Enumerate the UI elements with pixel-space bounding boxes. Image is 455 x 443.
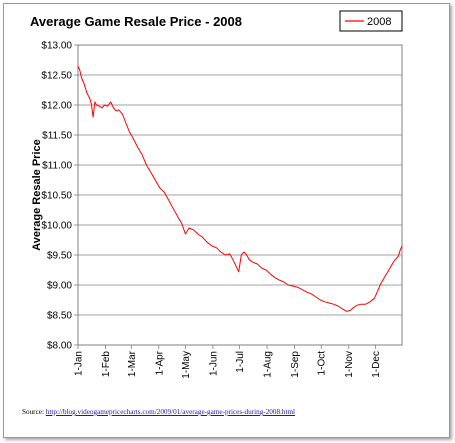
y-tick-label: $9.00 [47,281,72,292]
y-tick-label: $10.00 [41,221,72,232]
plot-border [77,44,403,346]
chart-title: Average Game Resale Price - 2008 [30,14,242,29]
y-tick-label: $8.50 [47,311,72,322]
x-tick-label: 1-Aug [263,351,274,378]
y-tick-label: $11.50 [42,131,72,142]
series-line-2008 [77,65,403,312]
x-tick-label: 1-Apr [154,350,165,375]
legend-label-2008: 2008 [367,16,391,28]
legend: 2008 [339,10,403,32]
y-tick-label: $10.50 [41,191,72,202]
y-tick-label: $8.00 [47,341,72,352]
source-label: Source: [22,408,46,416]
plot-area: $8.00 $8.50 $9.00 $9.50 $10.00 $10.50 $11.00 $1… [41,41,403,379]
x-tick-label: 1-Jul [235,351,246,373]
y-tick-label: $12.00 [41,101,72,112]
x-tick-label: 1-Mar [127,350,138,377]
source-link[interactable]: http://blog.videogamepricecharts.com/200… [45,408,296,416]
y-axis-label: Average Resale Price [31,139,43,251]
y-tick-label: $9.50 [47,251,72,262]
x-tick-label: 1-Oct [317,351,328,376]
x-tick-label: 1-Jan [74,351,85,376]
x-tick-label: 1-Jun [208,351,219,376]
y-tick-label: $11.00 [42,161,72,172]
x-tick-label: 1-Dec [371,351,382,378]
y-tick-label: $13.00 [41,41,72,52]
x-tick-label: 1-Sep [290,351,301,378]
legend-box [339,10,403,32]
x-tick-label: 1-Feb [101,351,112,378]
y-tick-label: $12.50 [41,71,72,82]
x-tick-label: 1-May [181,351,192,379]
x-tick-label: 1-Nov [344,351,355,378]
source-line: Source: http://blog.videogamepricecharts… [22,408,295,416]
